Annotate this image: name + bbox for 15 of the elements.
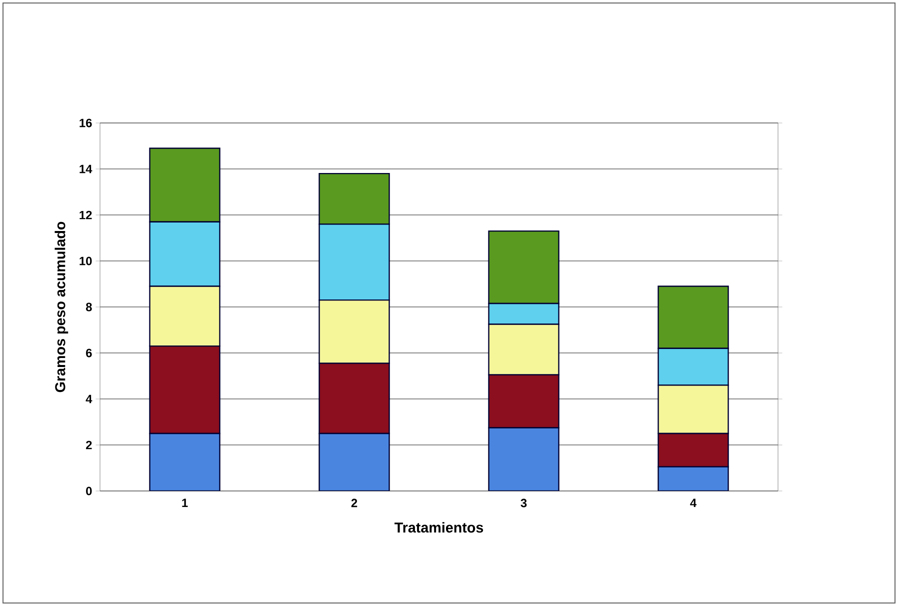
- y-tick-label: 12: [80, 210, 92, 220]
- x-tick-label: 2: [351, 498, 358, 508]
- x-tick-label: 3: [520, 498, 527, 508]
- x-axis-title: Tratamientos: [394, 522, 484, 533]
- y-axis-title: Gramos peso acumulado: [54, 222, 68, 392]
- x-tick-label: 1: [182, 498, 188, 507]
- y-tick-label: 4: [86, 394, 92, 404]
- x-tick-label: 4: [690, 498, 697, 507]
- y-tick-label: 16: [80, 118, 92, 128]
- y-tick-label: 14: [80, 164, 92, 174]
- y-tick-label: 8: [86, 302, 92, 312]
- y-tick-label: 2: [86, 440, 92, 450]
- y-tick-label: 6: [86, 348, 92, 358]
- y-tick-label: 10: [80, 256, 92, 266]
- y-tick-label: 0: [86, 486, 92, 496]
